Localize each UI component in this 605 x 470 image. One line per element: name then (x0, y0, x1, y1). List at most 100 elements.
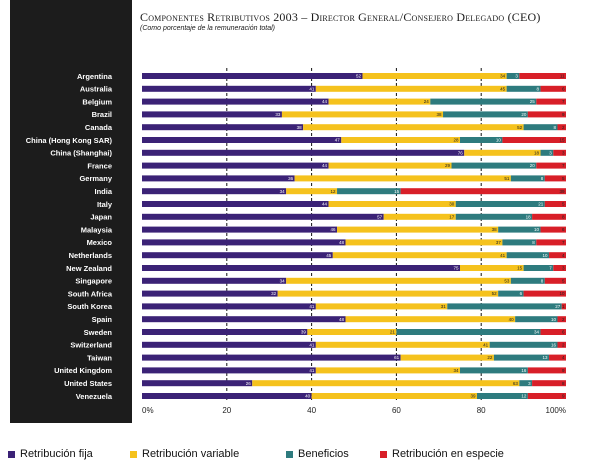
value-label-especie: 7 (562, 163, 565, 168)
value-label-fija: 75 (453, 266, 459, 271)
x-axis-ticks: 0% 20 40 60 80 100% (142, 406, 566, 415)
value-label-beneficios: 16 (521, 368, 527, 373)
value-label-fija: 40 (305, 394, 311, 399)
legend-label-especie: Retribución en especie (392, 448, 504, 460)
bar-beneficios (396, 329, 541, 335)
value-label-variable: 34 (500, 74, 506, 79)
value-label-beneficios: 21 (538, 202, 544, 207)
bar-especie (549, 354, 566, 361)
category-label: France (87, 161, 112, 170)
value-label-fija: 32 (271, 291, 277, 296)
category-label: United Kingdom (54, 366, 112, 375)
value-label-fija: 41 (309, 86, 315, 91)
value-label-variable: 53 (504, 278, 510, 283)
bar-beneficios (523, 124, 558, 131)
category-label: Canada (85, 123, 113, 132)
value-label-especie: 4 (562, 355, 565, 360)
value-label-especie: 2 (562, 342, 565, 347)
bar-beneficios (430, 98, 537, 105)
bar-variable (311, 393, 477, 399)
value-label-especie: 6 (562, 227, 565, 232)
bar-variable (464, 149, 541, 156)
value-label-variable: 22 (487, 355, 493, 360)
bar-especie (536, 98, 566, 105)
bar-beneficios (510, 277, 545, 284)
value-label-fija: 26 (246, 381, 252, 386)
category-label: South Korea (67, 302, 112, 311)
bar-beneficios (506, 252, 550, 259)
value-label-especie: 15 (559, 138, 565, 143)
value-label-variable: 52 (492, 291, 498, 296)
bar-especie (532, 213, 566, 220)
bar-variable (332, 252, 507, 259)
bar-especie (523, 290, 566, 297)
bar-beneficios (540, 149, 554, 156)
value-label-fija: 41 (309, 304, 315, 309)
value-label-beneficios: 8 (541, 176, 544, 181)
category-label: Sweden (84, 328, 113, 337)
bar-variable (345, 316, 516, 323)
bar-variable (281, 111, 444, 118)
value-label-beneficios: 6 (520, 291, 523, 296)
value-label-beneficios: 20 (521, 112, 527, 117)
value-label-fija: 45 (326, 253, 332, 258)
x-tick-label: 100% (546, 406, 566, 415)
x-tick-label: 80 (477, 406, 486, 415)
category-label: Argentina (77, 72, 113, 81)
value-label-beneficios: 10 (543, 253, 549, 258)
bar-fija (142, 277, 287, 284)
value-label-fija: 34 (280, 189, 286, 194)
value-label-beneficios: 16 (551, 342, 557, 347)
value-label-especie: 8 (562, 381, 565, 386)
bar-fija (142, 316, 346, 323)
bar-especie (544, 277, 566, 284)
bar-variable (252, 380, 520, 387)
value-label-variable: 52 (517, 125, 523, 130)
category-label: South Africa (68, 289, 113, 298)
value-label-variable: 38 (437, 112, 443, 117)
bar-variable (383, 213, 456, 220)
value-label-fija: 52 (356, 74, 362, 79)
value-label-beneficios: 18 (526, 214, 532, 219)
category-label: Singapore (75, 277, 112, 286)
bar-especie (553, 265, 566, 271)
category-label: United States (64, 379, 112, 388)
value-label-beneficios: 8 (532, 240, 535, 245)
value-label-fija: 61 (394, 355, 400, 360)
value-label-especie: 6 (562, 330, 565, 335)
bar-beneficios (460, 137, 503, 143)
bar-beneficios (489, 341, 558, 348)
value-label-variable: 18 (534, 150, 540, 155)
dark-sidebar-panel (10, 0, 132, 423)
bar-variable (307, 329, 397, 335)
bar-fija (142, 367, 316, 374)
value-label-beneficios: 3 (528, 381, 531, 386)
legend-swatch-fija (8, 450, 15, 458)
value-label-especie: 5 (562, 176, 565, 181)
category-label: Netherlands (69, 251, 112, 260)
category-label: Brazil (92, 110, 112, 119)
bar-especie (544, 201, 566, 207)
bar-fija (142, 393, 312, 399)
value-label-especie: 2 (562, 125, 565, 130)
bar-variable (286, 277, 511, 284)
bar-fija (142, 213, 384, 220)
bars-group (142, 73, 566, 399)
value-label-especie: 9 (562, 112, 565, 117)
value-label-especie: 5 (562, 202, 565, 207)
value-label-beneficios: 20 (530, 163, 536, 168)
legend-item-variable: Retribución variable (130, 445, 239, 463)
value-label-fija: 39 (301, 330, 307, 335)
bar-fija (142, 175, 295, 182)
value-label-fija: 48 (339, 317, 345, 322)
bar-especie (557, 341, 566, 348)
value-label-fija: 41 (309, 342, 315, 347)
legend-item-especie: Retribución en especie (380, 445, 504, 463)
bar-beneficios (493, 354, 550, 361)
value-label-variable: 37 (496, 240, 502, 245)
bar-beneficios (515, 316, 558, 323)
legend-label-fija: Retribución fija (20, 448, 93, 460)
value-label-beneficios: 8 (537, 86, 540, 91)
value-label-especie: 8 (562, 214, 565, 219)
